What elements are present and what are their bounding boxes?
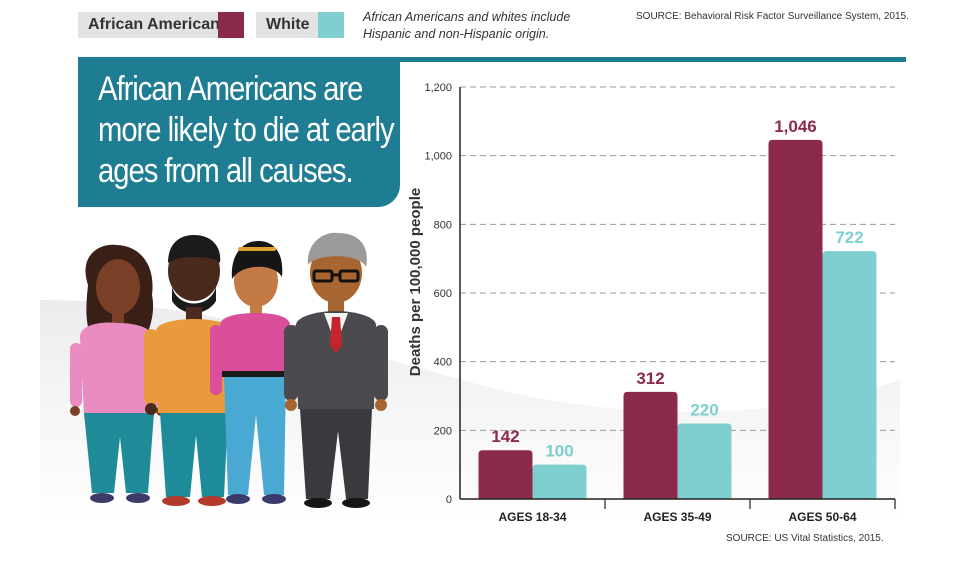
bar-value-label: 722 [835,228,863,247]
bar-value-label: 100 [545,442,573,461]
source-bottom: SOURCE: US Vital Statistics, 2015. [726,533,884,544]
source-top: SOURCE: Behavioral Risk Factor Surveilla… [636,11,909,22]
origin-note: African Americans and whites include His… [363,10,571,41]
bar-chart: 0 200 400 600 800 1,000 1,200 Deaths per 100,0… [407,82,896,524]
x-tick-label: AGES 35-49 [643,510,711,524]
legend-swatch-white [318,12,344,38]
bar-white [677,423,732,499]
y-tick-label: 1,200 [424,82,452,94]
y-tick-label: 400 [434,357,452,369]
bar-white [822,251,877,499]
x-tick-label: AGES 18-34 [498,510,566,524]
legend-label-african-american: African American [88,16,220,33]
bar-white [532,464,587,499]
legend-swatch-african-american [218,12,244,38]
bar-african-american [768,139,823,499]
legend-item-african-american: African American [78,12,244,38]
x-axis-ticks: AGES 18-34 AGES 35-49 AGES 50-64 [498,499,896,524]
legend-item-white: White [256,12,344,38]
headline-box: African Americans are more likely to die… [78,57,400,207]
y-tick-label: 0 [446,494,452,506]
x-tick-label: AGES 50-64 [788,510,856,524]
bar-african-american [623,391,678,499]
y-tick-label: 600 [434,288,452,300]
y-tick-label: 1,000 [424,151,452,163]
y-tick-label: 800 [434,219,452,231]
bars: 142 100 312 220 1,046 722 [478,117,877,499]
people-illustration [70,232,388,508]
bar-value-label: 142 [491,427,519,446]
y-axis-ticks: 0 200 400 600 800 1,000 1,200 [424,82,452,506]
person-older-man-suit-icon [284,232,388,508]
bar-value-label: 312 [636,369,664,388]
header-rule [398,57,906,62]
headline-line-2: more likely to die at early [98,111,395,149]
legend-bar: African American White African Americans… [0,0,960,58]
y-tick-label: 200 [434,425,452,437]
bar-value-label: 1,046 [774,117,817,136]
headline-line-1: African Americans are [98,70,363,108]
headline-line-3: ages from all causes. [98,152,354,190]
bar-value-label: 220 [690,400,718,419]
headline: African Americans are more likely to die… [98,69,395,192]
y-axis-label: Deaths per 100,000 people [407,188,424,376]
bar-african-american [478,450,533,499]
legend-label-white: White [266,16,310,33]
